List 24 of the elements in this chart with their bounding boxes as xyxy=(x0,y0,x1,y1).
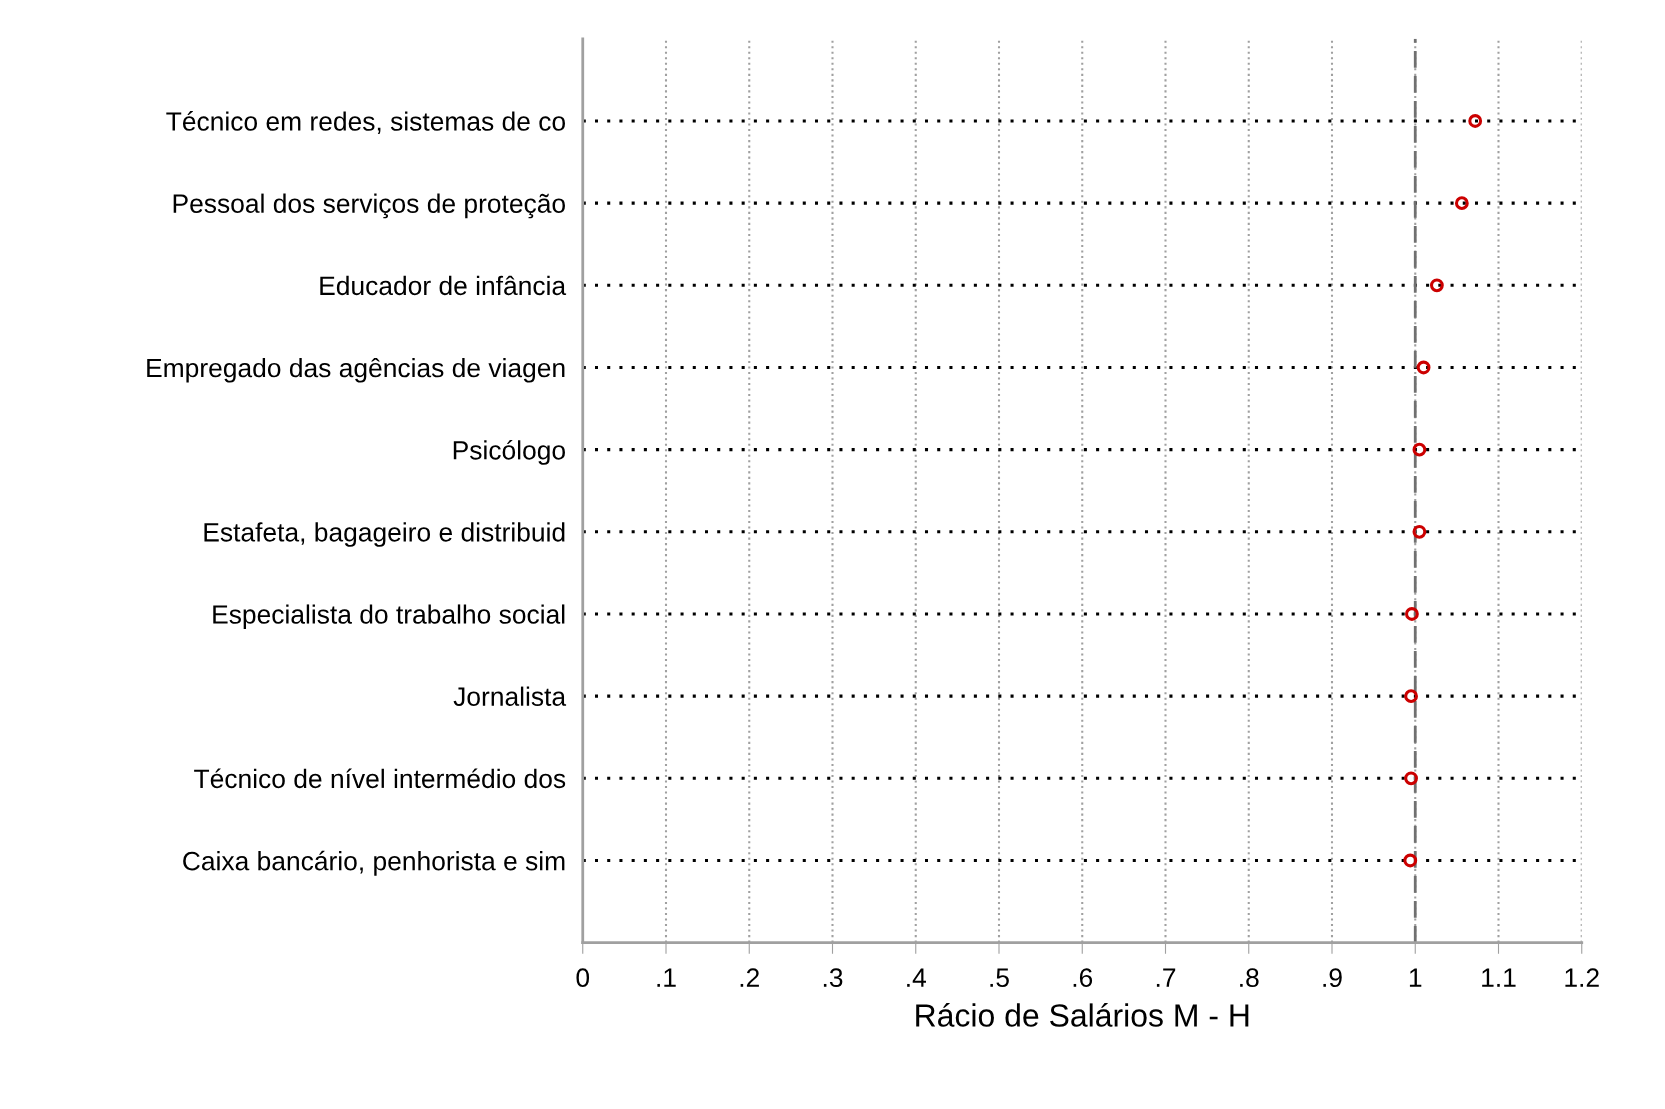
y-tick-label: Técnico em redes, sistemas de co xyxy=(166,111,565,134)
y-tick-label: Estafeta, bagageiro e distribuid xyxy=(204,522,565,547)
x-tick-label: .6 xyxy=(1073,968,1093,988)
x-tick-label: .3 xyxy=(823,968,843,988)
x-tick-label: 1.1 xyxy=(1482,968,1516,987)
y-tick-label: Jornalista xyxy=(453,686,567,706)
x-tick-label: 1.2 xyxy=(1565,968,1599,987)
x-tick-label: .7 xyxy=(1156,968,1176,987)
y-tick-label: Técnico de nível intermédio dos xyxy=(194,768,566,789)
x-tick-label: .2 xyxy=(740,968,759,987)
x-axis-title: Rácio de Salários M - H xyxy=(916,1002,1249,1027)
x-tick-label: .4 xyxy=(907,968,926,987)
y-tick-label: Empregado das agências de viagen xyxy=(147,357,565,383)
x-tick-label: .8 xyxy=(1240,968,1259,988)
y-tick-label: Psicólogo xyxy=(453,439,565,465)
y-tick-label: Especialista do trabalho social xyxy=(213,604,565,630)
x-tick-label: 1 xyxy=(1409,968,1422,987)
y-tick-label: Pessoal dos serviços de proteção xyxy=(173,193,565,219)
y-tick-label: Educador de infância xyxy=(320,275,567,296)
x-tick-label: 0 xyxy=(576,968,590,988)
x-tick-label: .1 xyxy=(657,968,676,987)
x-tick-label: .9 xyxy=(1323,968,1342,988)
y-tick-label: Caixa bancário, penhorista e sim xyxy=(183,850,565,876)
x-tick-label: .5 xyxy=(990,968,1009,988)
